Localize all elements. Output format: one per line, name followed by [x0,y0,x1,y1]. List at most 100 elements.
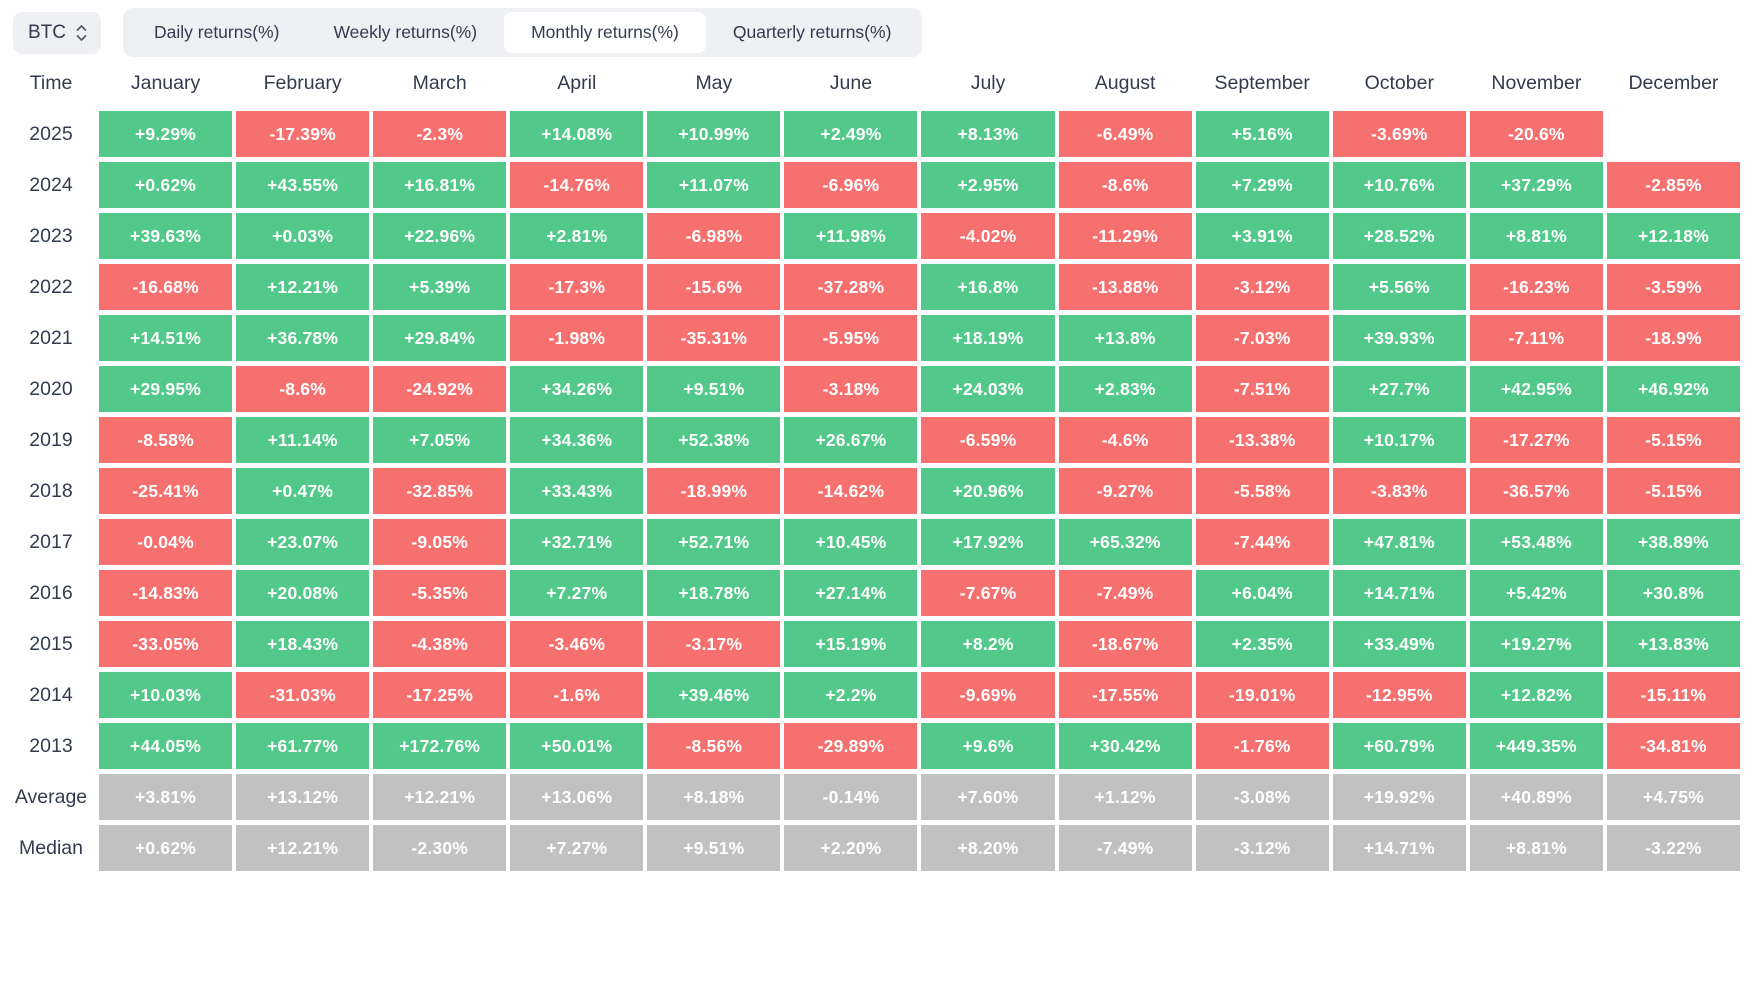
return-cell: +60.79% [1332,723,1466,769]
column-header: July [970,71,1006,94]
row-label: 2019 [29,428,73,451]
return-cell: -4.6% [1058,417,1192,463]
table-row: 2023 +39.63% +0.03% +22.96% +2.81% -6.98% +11.… [7,213,1740,259]
tab-quarterly[interactable]: Quarterly returns(%) [706,12,919,53]
return-cell: +27.7% [1332,366,1466,412]
table-row: 2017 -0.04% +23.07% -9.05% +32.71% +52.71% +10… [7,519,1740,565]
row-label: 2021 [29,326,73,349]
return-cell: +1.12% [1058,774,1192,820]
return-cell: -6.98% [647,213,781,259]
return-cell: +15.19% [784,621,918,667]
return-cell: +8.81% [1469,213,1603,259]
column-header: February [263,71,342,94]
return-cell: -1.6% [510,672,644,718]
tab-daily[interactable]: Daily returns(%) [127,12,306,53]
return-cell: -5.35% [373,570,507,616]
column-header: September [1214,71,1310,94]
return-cell: -17.3% [510,264,644,310]
return-cell: +14.08% [510,111,644,157]
return-cell: +2.20% [784,825,918,871]
return-cell: -13.88% [1058,264,1192,310]
return-cell: -15.6% [647,264,781,310]
return-cell: -5.95% [784,315,918,361]
return-cell: -31.03% [236,672,370,718]
return-cell: +9.29% [99,111,233,157]
return-cell: +8.2% [921,621,1055,667]
return-cell: -3.18% [784,366,918,412]
return-cell: -17.39% [236,111,370,157]
return-cell: +12.21% [373,774,507,820]
return-cell: +7.27% [510,825,644,871]
return-cell: -14.83% [99,570,233,616]
return-cell: +14.51% [99,315,233,361]
return-cell: +39.93% [1332,315,1466,361]
return-cell: -3.12% [1195,825,1329,871]
symbol-select[interactable]: BTC [13,11,101,54]
return-cell: +18.43% [236,621,370,667]
return-cell: -18.9% [1606,315,1740,361]
return-cell: -33.05% [99,621,233,667]
return-cell: +2.83% [1058,366,1192,412]
row-label: 2020 [29,377,73,400]
return-cell: +9.51% [647,366,781,412]
return-cell: -34.81% [1606,723,1740,769]
return-cell: -37.28% [784,264,918,310]
table-row: 2016 -14.83% +20.08% -5.35% +7.27% +18.78% +27… [7,570,1740,616]
return-cell: -7.49% [1058,825,1192,871]
return-cell: +8.13% [921,111,1055,157]
return-cell: +10.03% [99,672,233,718]
return-cell: -7.67% [921,570,1055,616]
empty-cell [1607,111,1740,157]
return-cell: +29.84% [373,315,507,361]
return-cell: +22.96% [373,213,507,259]
return-cell: +8.20% [921,825,1055,871]
return-cell: -9.69% [921,672,1055,718]
return-cell: -0.14% [784,774,918,820]
column-header: November [1491,71,1582,94]
return-cell: +5.39% [373,264,507,310]
return-cell: +34.36% [510,417,644,463]
return-cell: -4.38% [373,621,507,667]
return-cell: -8.6% [236,366,370,412]
return-cell: -4.02% [921,213,1055,259]
return-cell: -35.31% [647,315,781,361]
table-row: 2020 +29.95% -8.6% -24.92% +34.26% +9.51% -3.1… [7,366,1740,412]
tab-monthly[interactable]: Monthly returns(%) [504,12,706,53]
return-cell: -9.27% [1058,468,1192,514]
return-cell: -9.05% [373,519,507,565]
table-row: 2025 +9.29% -17.39% -2.3% +14.08% +10.99% +2.4… [7,111,1740,157]
tab-weekly[interactable]: Weekly returns(%) [306,12,504,53]
time-column-header: Time [29,71,73,94]
return-cell: +37.29% [1469,162,1603,208]
return-cell: +8.18% [647,774,781,820]
return-cell: -5.15% [1606,417,1740,463]
return-cell: -6.96% [784,162,918,208]
return-cell: +47.81% [1332,519,1466,565]
return-cell: +12.21% [236,825,370,871]
column-header: April [557,71,597,94]
return-cell: +61.77% [236,723,370,769]
return-cell: +16.81% [373,162,507,208]
return-cell: -17.27% [1469,417,1603,463]
return-cell: -11.29% [1058,213,1192,259]
return-cell: -7.51% [1195,366,1329,412]
return-cell: +43.55% [236,162,370,208]
return-cell: +65.32% [1058,519,1192,565]
return-cell: +2.2% [784,672,918,718]
return-cell: -2.85% [1606,162,1740,208]
return-cell: -0.04% [99,519,233,565]
return-cell: -3.46% [510,621,644,667]
return-cell: -20.6% [1469,111,1603,157]
return-cell: +2.95% [921,162,1055,208]
return-cell: +14.71% [1332,825,1466,871]
return-cell: +10.76% [1332,162,1466,208]
return-cell: +449.35% [1469,723,1603,769]
return-cell: -3.22% [1606,825,1740,871]
return-cell: +23.07% [236,519,370,565]
row-label: 2024 [29,173,73,196]
row-label: 2016 [29,581,73,604]
return-cell: +53.48% [1469,519,1603,565]
return-cell: +5.56% [1332,264,1466,310]
return-cell: +20.08% [236,570,370,616]
return-cell: +17.92% [921,519,1055,565]
